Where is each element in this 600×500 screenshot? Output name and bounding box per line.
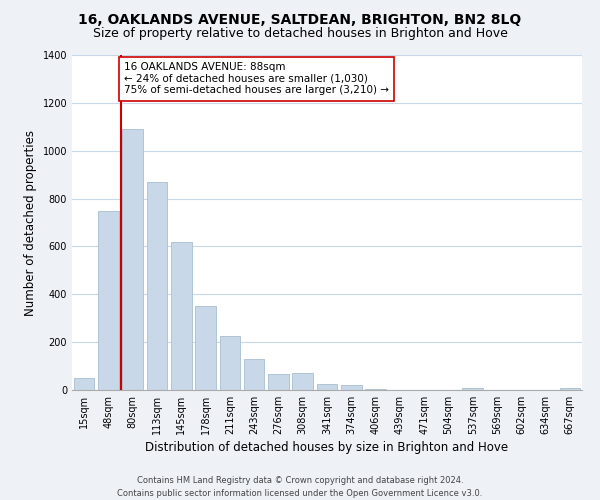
Bar xyxy=(146,182,167,390)
Bar xyxy=(74,378,94,390)
Y-axis label: Number of detached properties: Number of detached properties xyxy=(24,130,37,316)
Bar xyxy=(195,306,216,390)
Text: Size of property relative to detached houses in Brighton and Hove: Size of property relative to detached ho… xyxy=(92,28,508,40)
Bar xyxy=(317,384,337,390)
Bar xyxy=(365,389,386,390)
Bar xyxy=(292,373,313,390)
Bar xyxy=(122,129,143,390)
Text: Contains HM Land Registry data © Crown copyright and database right 2024.
Contai: Contains HM Land Registry data © Crown c… xyxy=(118,476,482,498)
Bar xyxy=(220,336,240,390)
Bar xyxy=(341,385,362,390)
Bar xyxy=(268,374,289,390)
Bar xyxy=(560,388,580,390)
X-axis label: Distribution of detached houses by size in Brighton and Hove: Distribution of detached houses by size … xyxy=(145,441,509,454)
Bar xyxy=(171,242,191,390)
Bar xyxy=(98,210,119,390)
Bar xyxy=(463,388,483,390)
Bar xyxy=(244,359,265,390)
Text: 16, OAKLANDS AVENUE, SALTDEAN, BRIGHTON, BN2 8LQ: 16, OAKLANDS AVENUE, SALTDEAN, BRIGHTON,… xyxy=(79,12,521,26)
Text: 16 OAKLANDS AVENUE: 88sqm
← 24% of detached houses are smaller (1,030)
75% of se: 16 OAKLANDS AVENUE: 88sqm ← 24% of detac… xyxy=(124,62,389,96)
